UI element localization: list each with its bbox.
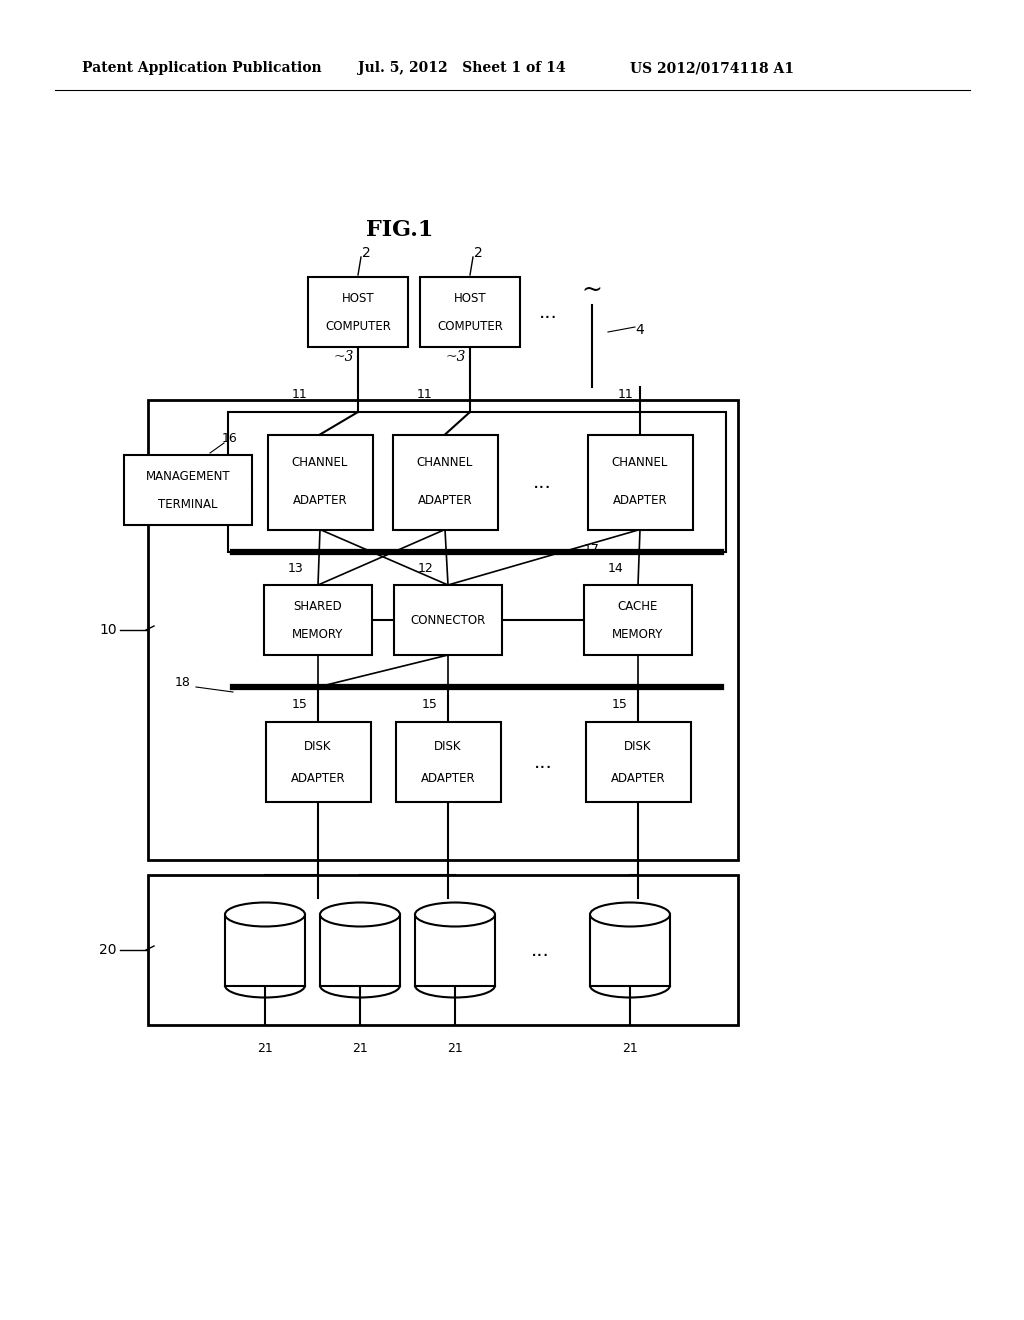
Bar [392,434,498,529]
Text: ADAPTER: ADAPTER [418,495,472,507]
Ellipse shape [590,903,670,927]
Text: 18: 18 [175,676,190,689]
Ellipse shape [415,903,495,927]
Text: CONNECTOR: CONNECTOR [411,614,485,627]
Text: 4: 4 [636,323,644,337]
Text: ~3: ~3 [445,350,466,364]
Bar [420,277,520,347]
Text: MEMORY: MEMORY [292,627,344,640]
Text: 21: 21 [447,1043,463,1056]
Text: 12: 12 [418,562,434,576]
Text: 11: 11 [618,388,634,400]
Text: HOST: HOST [342,292,375,305]
Bar [394,585,502,655]
Bar [225,915,305,986]
Bar [265,722,371,803]
Text: ...: ... [534,473,552,491]
Text: 16: 16 [222,433,238,446]
Text: 17: 17 [584,543,600,556]
Bar [319,915,400,986]
Text: US 2012/0174118 A1: US 2012/0174118 A1 [630,61,794,75]
Text: FIG.1: FIG.1 [367,219,434,242]
Text: DISK: DISK [304,739,332,752]
Text: ADAPTER: ADAPTER [421,771,475,784]
Text: TERMINAL: TERMINAL [159,498,218,511]
Bar [148,400,738,861]
Text: 10: 10 [99,623,117,638]
Text: COMPUTER: COMPUTER [437,319,503,333]
Text: 14: 14 [608,562,624,576]
Text: 15: 15 [422,697,438,710]
Text: ...: ... [539,302,557,322]
Ellipse shape [319,903,400,927]
Bar [588,434,692,529]
Text: ~: ~ [582,279,602,301]
Text: ADAPTER: ADAPTER [291,771,345,784]
Text: 2: 2 [361,246,371,260]
Text: CACHE: CACHE [617,599,658,612]
Text: CHANNEL: CHANNEL [292,457,348,470]
Text: 20: 20 [99,942,117,957]
Text: DISK: DISK [625,739,651,752]
Text: 15: 15 [292,697,308,710]
Text: 21: 21 [623,1043,638,1056]
Text: 15: 15 [612,697,628,710]
Text: 21: 21 [352,1043,368,1056]
Text: ADAPTER: ADAPTER [293,495,347,507]
Text: ...: ... [534,752,552,771]
Text: COMPUTER: COMPUTER [325,319,391,333]
Text: SHARED: SHARED [294,599,342,612]
Text: Jul. 5, 2012   Sheet 1 of 14: Jul. 5, 2012 Sheet 1 of 14 [358,61,565,75]
Text: MEMORY: MEMORY [612,627,664,640]
Text: ~3: ~3 [334,350,354,364]
Text: ADAPTER: ADAPTER [610,771,666,784]
Text: HOST: HOST [454,292,486,305]
Bar [228,412,726,552]
Ellipse shape [225,903,305,927]
Bar [395,722,501,803]
Text: DISK: DISK [434,739,462,752]
Bar [586,722,690,803]
Bar [590,915,670,986]
Text: Patent Application Publication: Patent Application Publication [82,61,322,75]
Bar [415,915,495,986]
Text: CHANNEL: CHANNEL [417,457,473,470]
Bar [308,277,408,347]
Text: 21: 21 [257,1043,272,1056]
Text: 11: 11 [417,388,433,400]
Text: ADAPTER: ADAPTER [612,495,668,507]
Text: 13: 13 [288,562,304,576]
Bar [124,455,252,525]
Text: MANAGEMENT: MANAGEMENT [145,470,230,483]
Bar [584,585,692,655]
Bar [264,585,372,655]
Text: ...: ... [530,940,549,960]
Text: 11: 11 [292,388,308,400]
Bar [267,434,373,529]
Text: CHANNEL: CHANNEL [611,457,669,470]
Bar [148,875,738,1026]
Text: 2: 2 [474,246,482,260]
